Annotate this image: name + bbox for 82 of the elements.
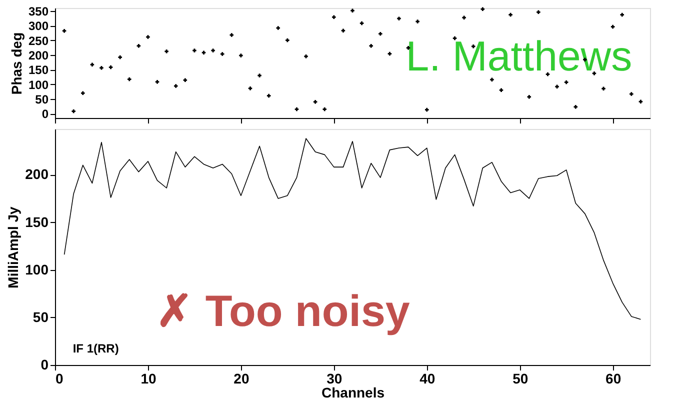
- point: [81, 91, 85, 95]
- point: [592, 72, 596, 76]
- point: [118, 55, 122, 60]
- y-tick-label: 0: [40, 356, 49, 372]
- point: [202, 50, 206, 54]
- point: [508, 12, 512, 17]
- point: [108, 65, 113, 70]
- point: [630, 92, 634, 96]
- point: [369, 44, 373, 48]
- point: [276, 26, 280, 30]
- point: [638, 100, 643, 104]
- x-tick-label: 50: [512, 370, 528, 386]
- point: [248, 86, 252, 90]
- point: [341, 28, 346, 32]
- y-tick-label: 300: [28, 19, 49, 34]
- point: [536, 10, 540, 14]
- point: [332, 15, 336, 19]
- y-tick-label: 200: [25, 166, 49, 182]
- point: [174, 84, 178, 88]
- point: [266, 94, 271, 98]
- annotation: IF 1(RR): [72, 341, 119, 356]
- point: [425, 108, 429, 112]
- x-axis-title: Channels: [321, 384, 385, 400]
- annotation: L. Matthews: [406, 32, 632, 80]
- x-tick-label: 30: [326, 370, 342, 386]
- point: [546, 72, 550, 76]
- y-tick-label: 0: [42, 107, 49, 122]
- point: [360, 21, 364, 26]
- y-axis-title: MilliAmpl Jy: [5, 206, 22, 288]
- point: [230, 33, 234, 37]
- x-tick-label: 0: [56, 370, 64, 386]
- point: [62, 29, 66, 33]
- point: [155, 80, 160, 84]
- point: [462, 16, 466, 20]
- y-tick-label: 50: [35, 92, 49, 106]
- y-tick-label: 150: [28, 63, 49, 78]
- point: [183, 78, 188, 82]
- annotation: ✗ Too noisy: [156, 287, 410, 336]
- x-tick-label: 40: [420, 370, 436, 386]
- y-tick-label: 100: [25, 261, 49, 278]
- point: [499, 88, 504, 92]
- point: [527, 95, 532, 99]
- point: [564, 80, 568, 84]
- point: [146, 35, 150, 39]
- point: [388, 52, 392, 56]
- point: [620, 12, 624, 17]
- y-tick-label: 100: [28, 78, 49, 92]
- point: [294, 107, 299, 112]
- point: [304, 54, 308, 58]
- y-tick-label: 250: [28, 34, 49, 48]
- point: [322, 107, 326, 112]
- point: [286, 38, 290, 42]
- x-tick-label: 60: [606, 370, 622, 386]
- point: [574, 104, 578, 109]
- point: [490, 78, 494, 82]
- y-tick-label: 150: [25, 214, 49, 230]
- point: [480, 7, 485, 12]
- point: [90, 62, 94, 66]
- y-tick-label: 350: [28, 4, 49, 18]
- point: [211, 48, 215, 52]
- point: [136, 44, 141, 48]
- point: [164, 50, 168, 54]
- point: [313, 100, 318, 104]
- point: [416, 20, 420, 24]
- point: [239, 54, 243, 58]
- point: [72, 109, 76, 114]
- point: [397, 16, 401, 20]
- point: [555, 84, 559, 88]
- point: [602, 86, 606, 91]
- point: [610, 24, 615, 29]
- x-tick-label: 10: [140, 370, 156, 386]
- y-tick-label: 50: [32, 308, 49, 325]
- point: [192, 48, 196, 52]
- point: [220, 52, 224, 56]
- point: [100, 66, 104, 70]
- point: [378, 32, 382, 36]
- point: [452, 36, 457, 40]
- point: [258, 74, 262, 78]
- point: [128, 77, 132, 82]
- x-tick-label: 20: [234, 370, 250, 386]
- y-tick-label: 200: [28, 48, 49, 62]
- y-axis-title: Phas deg: [8, 32, 24, 95]
